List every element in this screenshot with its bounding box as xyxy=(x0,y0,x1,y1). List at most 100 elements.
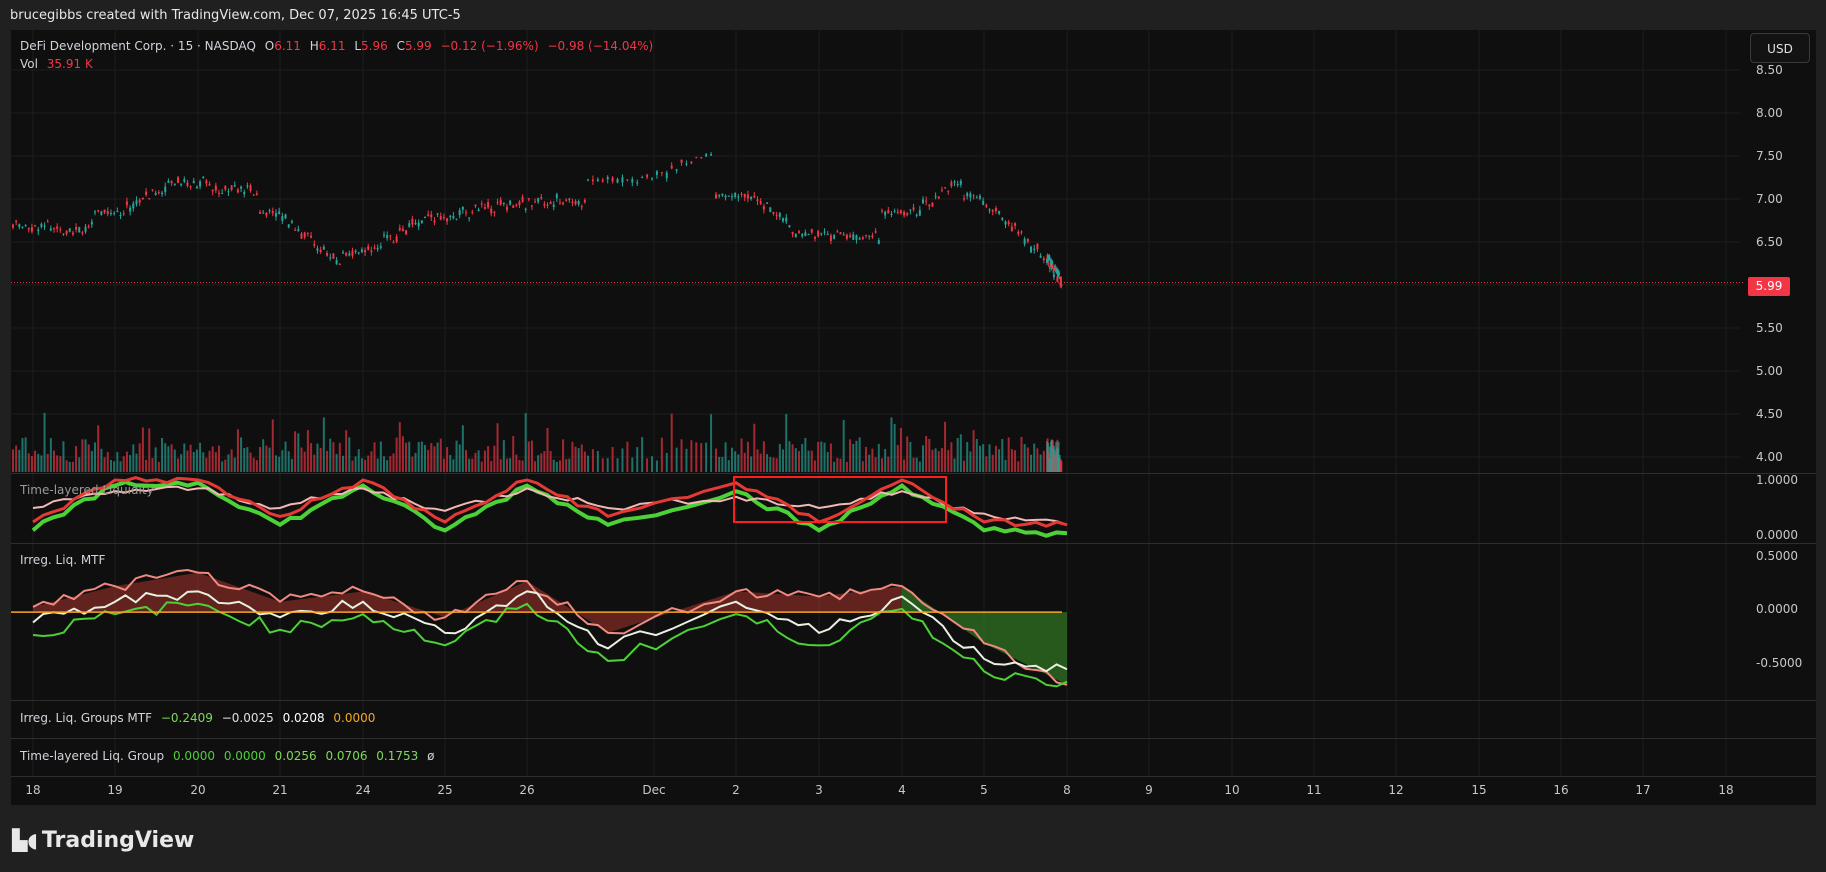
pane-separator[interactable] xyxy=(11,738,1816,739)
candle-body xyxy=(483,207,486,209)
volume-bar xyxy=(424,445,426,472)
volume-bar xyxy=(530,440,533,472)
volume-bar xyxy=(591,449,594,472)
candle-body xyxy=(931,202,934,207)
candle-body xyxy=(540,196,543,199)
irreg-title[interactable]: Irreg. Liq. MTF xyxy=(20,553,106,567)
volume-bar xyxy=(367,455,370,472)
candle-body xyxy=(78,227,81,233)
candle-body xyxy=(1056,276,1059,282)
time-layered-title[interactable]: Time-layered Liquidity xyxy=(20,483,154,497)
candle-body xyxy=(173,183,176,185)
volume-bar xyxy=(56,455,59,472)
chart-frame[interactable] xyxy=(11,30,1816,805)
candle-body xyxy=(474,204,477,207)
candle-body xyxy=(97,210,100,212)
volume-bar xyxy=(621,448,624,472)
candle-body xyxy=(1036,243,1039,250)
volume-bar xyxy=(785,413,788,472)
time-layered-tick: 1.0000 xyxy=(1756,473,1798,487)
volume-bar xyxy=(15,445,18,472)
volume-bar xyxy=(1020,436,1023,472)
high-label: H xyxy=(309,39,319,53)
volume-bar xyxy=(436,442,439,472)
candle-body xyxy=(351,250,354,256)
volume-bar xyxy=(306,430,309,472)
currency-button[interactable]: USD xyxy=(1750,33,1810,63)
price-tick: 4.00 xyxy=(1756,450,1783,464)
candle-body xyxy=(199,181,202,187)
volume-bar xyxy=(829,443,832,472)
volume-bar xyxy=(922,445,924,472)
candle-body xyxy=(791,231,794,235)
volume-bar xyxy=(351,460,354,472)
pane-separator[interactable] xyxy=(11,776,1816,777)
candle-body xyxy=(969,193,972,198)
volume-value: 35.91 K xyxy=(46,57,93,71)
volume-bar xyxy=(259,446,261,472)
symbol-name: DeFi Development Corp. · 15 · NASDAQ xyxy=(20,39,256,53)
candle-body xyxy=(1050,259,1053,264)
volume-bar xyxy=(37,453,40,472)
volume-bar xyxy=(199,442,202,472)
pane-separator[interactable] xyxy=(11,543,1816,544)
candle-body xyxy=(574,200,577,205)
candle-body xyxy=(730,196,733,198)
candle-body xyxy=(807,234,810,236)
candle-body xyxy=(490,208,493,214)
candle-body xyxy=(804,232,807,236)
candle-body xyxy=(306,232,309,234)
volume-bar xyxy=(433,446,436,472)
candle-body xyxy=(568,198,571,200)
candle-body xyxy=(833,235,836,239)
pane-separator[interactable] xyxy=(11,473,1816,474)
volume-bar xyxy=(262,439,265,472)
time-group-legend[interactable]: Time-layered Liq. Group 0.0000 0.0000 0.… xyxy=(20,749,439,763)
volume-bar xyxy=(487,446,490,472)
candle-body xyxy=(424,217,426,219)
volume-bar xyxy=(944,421,947,472)
volume-bar xyxy=(465,450,467,472)
volume-bar xyxy=(116,451,119,472)
volume-bar xyxy=(988,444,991,472)
volume-bar xyxy=(446,447,449,472)
volume-bar xyxy=(1010,449,1013,472)
candle-body xyxy=(167,180,170,183)
time-tick: 19 xyxy=(107,783,123,797)
volume-bar xyxy=(192,452,195,472)
candle-body xyxy=(265,212,268,216)
candle-body xyxy=(785,217,788,222)
price-tick: 8.50 xyxy=(1756,63,1783,77)
candle-body xyxy=(1047,258,1050,261)
volume-bar xyxy=(660,437,663,472)
candle-body xyxy=(530,205,533,207)
symbol-legend[interactable]: DeFi Development Corp. · 15 · NASDAQ O6.… xyxy=(20,39,658,53)
volume-legend[interactable]: Vol 35.91 K xyxy=(20,57,98,71)
volume-bar xyxy=(906,436,909,472)
candle-body xyxy=(81,232,84,234)
candle-body xyxy=(252,194,255,196)
volume-bar xyxy=(449,455,452,472)
candle-body xyxy=(335,260,338,265)
candle-body xyxy=(480,203,483,205)
volume-bar xyxy=(730,447,733,472)
candle-body xyxy=(881,210,883,212)
volume-bar xyxy=(515,454,518,472)
candle-body xyxy=(398,227,401,231)
volume-bar xyxy=(537,455,540,472)
volume-bar xyxy=(583,451,586,472)
candle-body xyxy=(695,157,698,159)
candle-body xyxy=(660,172,663,174)
pane-separator[interactable] xyxy=(11,700,1816,701)
groups-legend[interactable]: Irreg. Liq. Groups MTF −0.2409 −0.0025 0… xyxy=(20,711,380,725)
volume-bar xyxy=(119,461,122,472)
candle-body xyxy=(227,191,230,193)
volume-bar xyxy=(281,450,284,472)
tradingview-logo[interactable]: ▙◖ TradingView xyxy=(12,828,194,853)
volume-bar xyxy=(297,433,300,472)
volume-bar xyxy=(918,461,921,472)
candle-body xyxy=(937,196,940,199)
candle-body xyxy=(411,218,414,225)
candle-body xyxy=(338,264,341,266)
